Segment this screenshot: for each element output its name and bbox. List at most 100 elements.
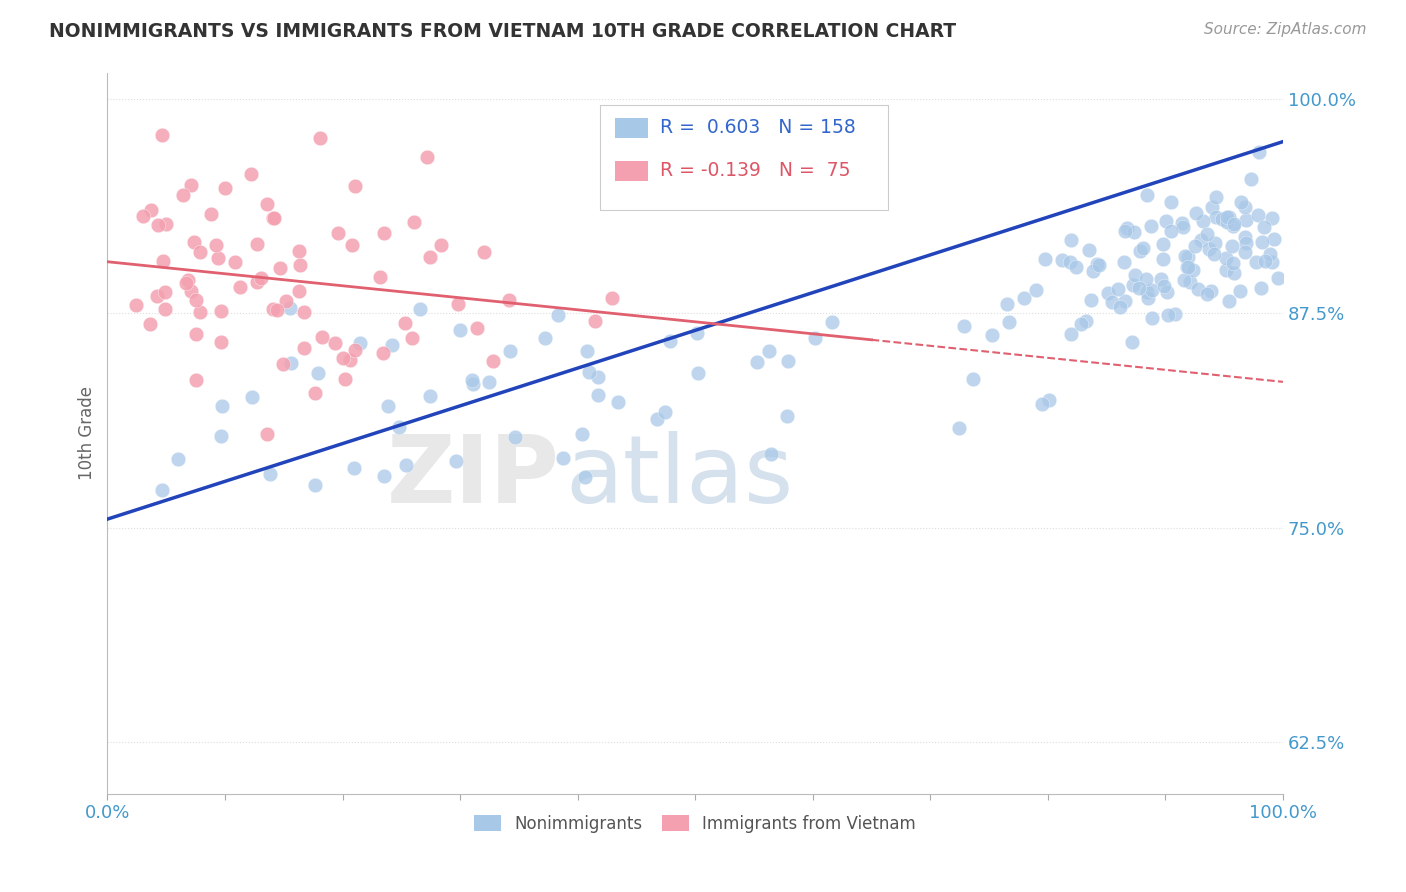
- Text: ZIP: ZIP: [387, 431, 560, 523]
- Point: [150, 128, 173, 142]
- Point: [1192, 214, 1215, 228]
- Point: [574, 470, 596, 484]
- Point: [155, 217, 177, 231]
- Point: [1136, 291, 1159, 305]
- Point: [1150, 272, 1173, 286]
- Point: [1114, 224, 1136, 238]
- Point: [139, 203, 162, 218]
- Point: [349, 335, 371, 350]
- Point: [328, 226, 350, 240]
- Point: [1215, 263, 1237, 277]
- Point: [645, 412, 668, 426]
- Point: [482, 354, 505, 368]
- Point: [1052, 252, 1074, 267]
- Text: Source: ZipAtlas.com: Source: ZipAtlas.com: [1204, 22, 1367, 37]
- Point: [803, 331, 825, 345]
- Point: [1201, 201, 1223, 215]
- Point: [292, 341, 315, 355]
- Point: [323, 336, 346, 351]
- Point: [1233, 244, 1256, 259]
- Point: [745, 355, 768, 369]
- Point: [575, 344, 598, 359]
- Point: [1080, 293, 1102, 307]
- Point: [343, 179, 366, 194]
- Point: [1223, 217, 1246, 231]
- Point: [1218, 211, 1240, 225]
- Point: [304, 386, 326, 401]
- Point: [1074, 313, 1097, 327]
- Point: [266, 302, 288, 317]
- Point: [205, 238, 228, 252]
- Point: [1129, 244, 1152, 258]
- Point: [1108, 301, 1130, 315]
- Point: [1230, 195, 1253, 210]
- Point: [1198, 243, 1220, 257]
- Point: [339, 353, 361, 368]
- Point: [395, 458, 418, 472]
- Point: [332, 351, 354, 366]
- Point: [262, 211, 284, 225]
- Point: [1199, 284, 1222, 298]
- Point: [449, 323, 471, 337]
- Point: [288, 244, 311, 259]
- Point: [465, 320, 488, 334]
- Point: [1163, 308, 1185, 322]
- Point: [1160, 194, 1182, 209]
- Point: [1250, 235, 1272, 250]
- Point: [1177, 251, 1199, 265]
- Point: [1171, 215, 1194, 229]
- Point: [214, 181, 236, 195]
- Point: [759, 447, 782, 461]
- Point: [394, 316, 416, 330]
- Point: [1177, 260, 1199, 274]
- Point: [444, 453, 467, 467]
- Point: [152, 253, 174, 268]
- Point: [551, 451, 574, 466]
- Point: [1263, 232, 1285, 246]
- Point: [1222, 266, 1244, 280]
- Point: [659, 334, 682, 348]
- Point: [1182, 263, 1205, 277]
- Point: [534, 331, 557, 345]
- Point: [207, 252, 229, 266]
- Point: [498, 343, 520, 358]
- Point: [209, 334, 232, 349]
- Point: [138, 317, 160, 331]
- Point: [292, 305, 315, 319]
- Point: [1123, 268, 1146, 282]
- Point: [240, 390, 263, 404]
- Point: [998, 315, 1021, 329]
- Point: [1261, 255, 1284, 269]
- Point: [1160, 224, 1182, 238]
- Point: [775, 409, 797, 424]
- Point: [188, 245, 211, 260]
- Point: [200, 207, 222, 221]
- Point: [1157, 308, 1180, 322]
- Point: [1204, 246, 1226, 260]
- Point: [308, 130, 330, 145]
- Point: [1240, 172, 1263, 186]
- Point: [606, 395, 628, 409]
- Point: [180, 284, 202, 298]
- Point: [1059, 255, 1081, 269]
- Point: [1267, 270, 1289, 285]
- Point: [1107, 282, 1129, 296]
- Point: [153, 301, 176, 316]
- Point: [368, 269, 391, 284]
- Point: [148, 218, 170, 232]
- Point: [145, 289, 167, 303]
- Point: [239, 168, 262, 182]
- Point: [1121, 335, 1143, 350]
- Point: [1229, 284, 1251, 298]
- Point: [1156, 285, 1178, 299]
- Point: [209, 429, 232, 443]
- Point: [153, 285, 176, 299]
- Point: [409, 301, 432, 316]
- Point: [1140, 310, 1163, 325]
- Point: [1122, 278, 1144, 293]
- Point: [686, 326, 709, 340]
- Point: [948, 420, 970, 434]
- FancyBboxPatch shape: [616, 118, 648, 138]
- Point: [1260, 211, 1282, 225]
- Point: [246, 237, 269, 252]
